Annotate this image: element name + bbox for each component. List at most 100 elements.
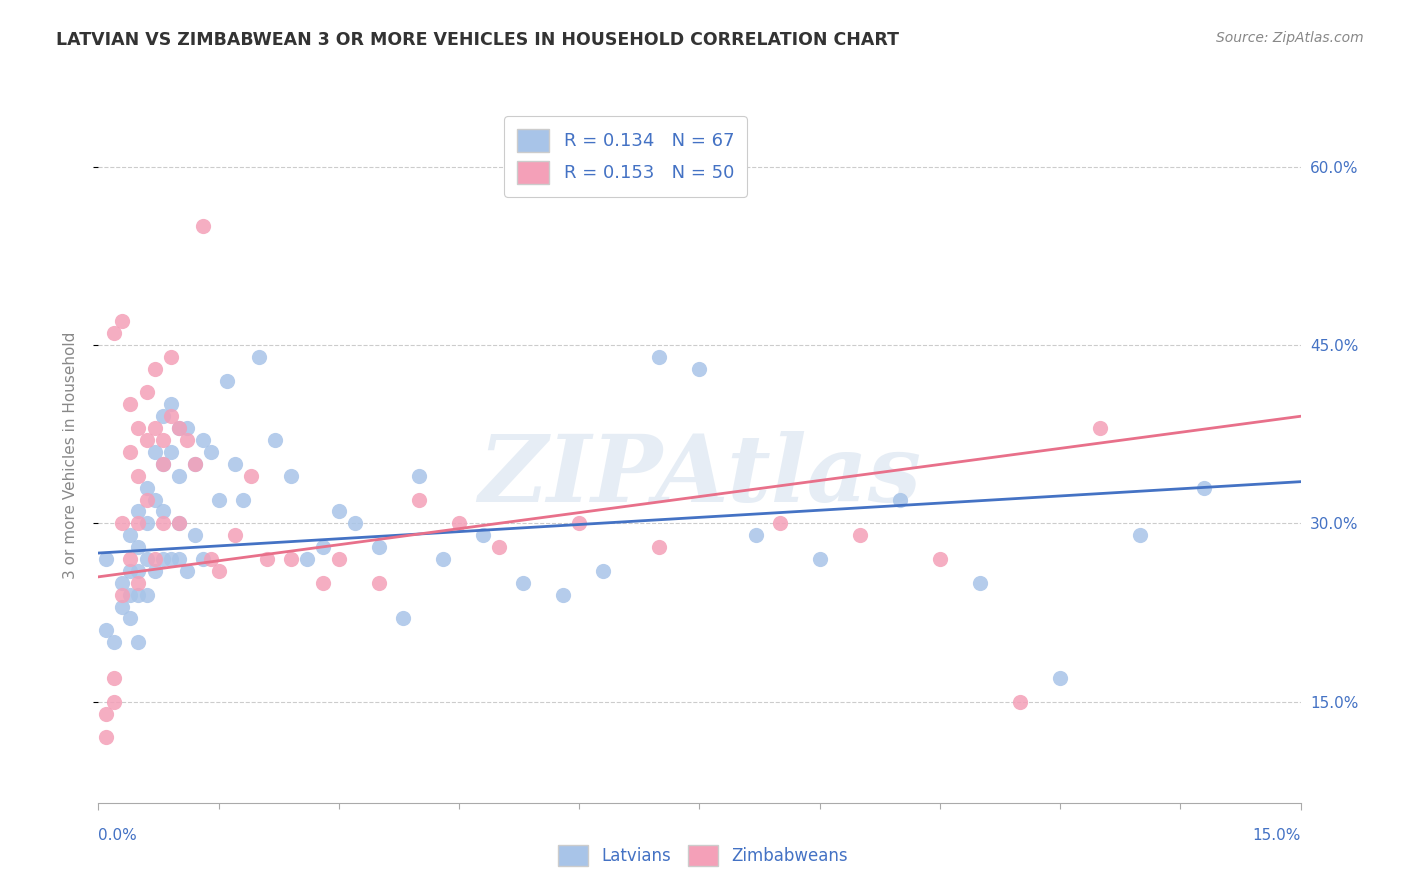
- Point: [312, 575, 335, 590]
- Point: [167, 552, 190, 566]
- Point: [120, 611, 142, 625]
- Point: [159, 397, 181, 411]
- Point: [143, 564, 166, 578]
- Point: [200, 445, 222, 459]
- Point: [191, 552, 214, 566]
- Point: [295, 552, 318, 566]
- Point: [200, 552, 222, 566]
- Point: [592, 564, 614, 578]
- Point: [152, 457, 174, 471]
- Point: [111, 588, 134, 602]
- Point: [103, 695, 125, 709]
- Point: [191, 219, 214, 233]
- Point: [159, 409, 181, 424]
- Point: [152, 409, 174, 424]
- Text: LATVIAN VS ZIMBABWEAN 3 OR MORE VEHICLES IN HOUSEHOLD CORRELATION CHART: LATVIAN VS ZIMBABWEAN 3 OR MORE VEHICLES…: [56, 31, 900, 49]
- Point: [96, 552, 118, 566]
- Point: [128, 588, 150, 602]
- Point: [224, 528, 246, 542]
- Text: ZIPAtlas: ZIPAtlas: [478, 431, 921, 521]
- Point: [224, 457, 246, 471]
- Point: [135, 492, 157, 507]
- Point: [648, 350, 671, 364]
- Point: [488, 540, 510, 554]
- Point: [120, 552, 142, 566]
- Point: [744, 528, 766, 542]
- Point: [176, 564, 198, 578]
- Point: [103, 326, 125, 340]
- Point: [152, 504, 174, 518]
- Point: [312, 540, 335, 554]
- Point: [120, 528, 142, 542]
- Point: [167, 516, 190, 531]
- Point: [128, 575, 150, 590]
- Point: [176, 421, 198, 435]
- Point: [328, 504, 350, 518]
- Point: [183, 528, 205, 542]
- Point: [128, 421, 150, 435]
- Point: [143, 421, 166, 435]
- Point: [392, 611, 415, 625]
- Point: [808, 552, 831, 566]
- Point: [128, 516, 150, 531]
- Point: [103, 635, 125, 649]
- Point: [769, 516, 792, 531]
- Point: [167, 421, 190, 435]
- Point: [263, 433, 285, 447]
- Point: [280, 552, 302, 566]
- Y-axis label: 3 or more Vehicles in Household: 3 or more Vehicles in Household: [63, 331, 77, 579]
- Point: [128, 564, 150, 578]
- Point: [167, 421, 190, 435]
- Point: [135, 552, 157, 566]
- Point: [120, 397, 142, 411]
- Point: [208, 492, 231, 507]
- Point: [889, 492, 911, 507]
- Point: [128, 635, 150, 649]
- Point: [159, 445, 181, 459]
- Point: [432, 552, 454, 566]
- Legend: Latvians, Zimbabweans: Latvians, Zimbabweans: [551, 838, 855, 873]
- Point: [343, 516, 366, 531]
- Text: Source: ZipAtlas.com: Source: ZipAtlas.com: [1216, 31, 1364, 45]
- Point: [929, 552, 952, 566]
- Point: [368, 575, 391, 590]
- Point: [208, 564, 231, 578]
- Point: [239, 468, 262, 483]
- Point: [447, 516, 470, 531]
- Point: [96, 731, 118, 745]
- Legend: R = 0.134   N = 67, R = 0.153   N = 50: R = 0.134 N = 67, R = 0.153 N = 50: [505, 116, 747, 197]
- Text: 0.0%: 0.0%: [98, 828, 138, 843]
- Point: [167, 468, 190, 483]
- Point: [408, 468, 430, 483]
- Point: [648, 540, 671, 554]
- Point: [135, 588, 157, 602]
- Point: [159, 350, 181, 364]
- Point: [247, 350, 270, 364]
- Point: [1088, 421, 1111, 435]
- Point: [96, 624, 118, 638]
- Point: [135, 385, 157, 400]
- Point: [167, 516, 190, 531]
- Point: [135, 481, 157, 495]
- Point: [256, 552, 278, 566]
- Point: [512, 575, 534, 590]
- Point: [111, 599, 134, 614]
- Point: [152, 516, 174, 531]
- Point: [849, 528, 872, 542]
- Point: [111, 516, 134, 531]
- Point: [183, 457, 205, 471]
- Point: [553, 588, 575, 602]
- Point: [143, 492, 166, 507]
- Point: [969, 575, 991, 590]
- Point: [1129, 528, 1152, 542]
- Point: [408, 492, 430, 507]
- Point: [280, 468, 302, 483]
- Point: [176, 433, 198, 447]
- Point: [1010, 695, 1032, 709]
- Point: [128, 504, 150, 518]
- Point: [143, 552, 166, 566]
- Point: [183, 457, 205, 471]
- Point: [96, 706, 118, 721]
- Point: [328, 552, 350, 566]
- Point: [215, 374, 238, 388]
